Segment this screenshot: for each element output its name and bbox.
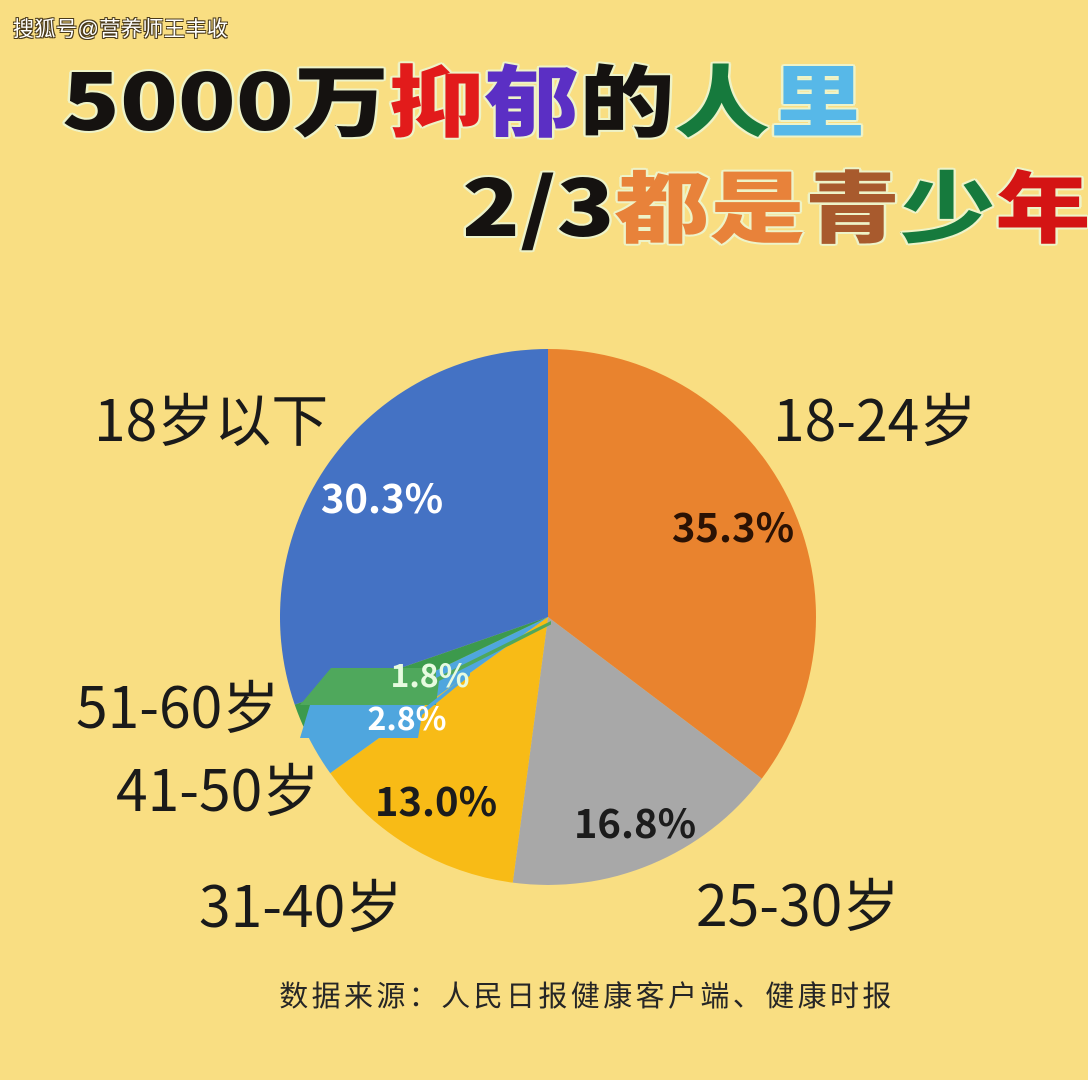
svg-text:2.8%: 2.8%	[368, 694, 447, 740]
svg-text:35.3%: 35.3%	[672, 496, 794, 554]
svg-text:30.3%: 30.3%	[321, 467, 443, 525]
svg-text:1.8%: 1.8%	[391, 651, 470, 697]
svg-text:13.0%: 13.0%	[375, 770, 497, 828]
svg-text:16.8%: 16.8%	[574, 792, 696, 850]
